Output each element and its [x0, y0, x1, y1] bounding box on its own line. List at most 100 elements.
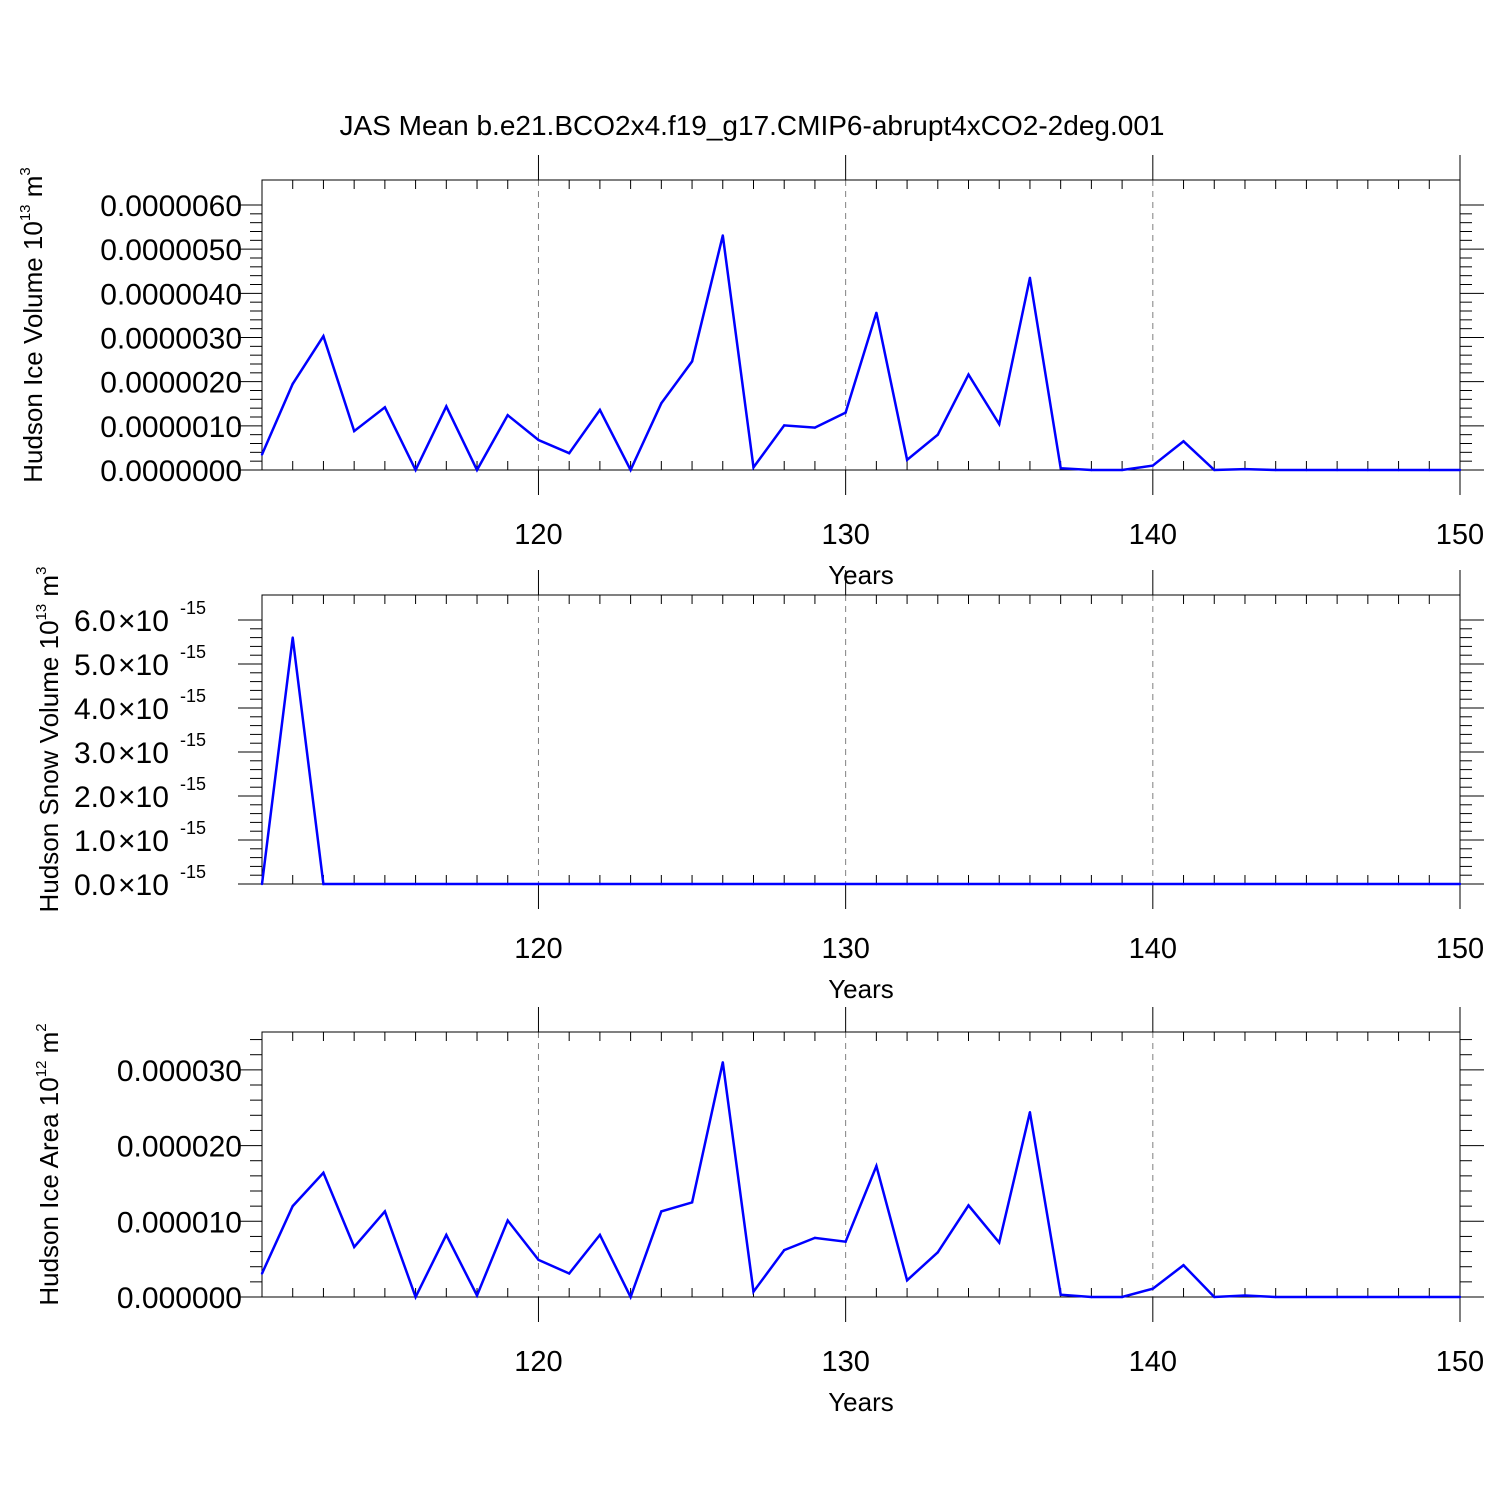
y-tick-label: 3.0 ×10 -15	[74, 730, 206, 770]
y-tick-label: 0.0000050	[100, 234, 242, 267]
data-point	[1182, 882, 1185, 886]
data-point	[936, 433, 939, 436]
data-point	[1090, 882, 1093, 886]
data-point	[291, 636, 294, 639]
data-point	[1213, 1295, 1216, 1299]
data-point	[352, 882, 356, 886]
y-tick-times: ×10	[118, 693, 169, 726]
data-point	[445, 405, 448, 408]
data-point	[475, 1294, 479, 1297]
data-point	[383, 882, 387, 886]
data-point	[1305, 1295, 1308, 1299]
data-point	[1120, 882, 1124, 886]
data-point	[875, 311, 878, 314]
y-tick-label: 0.000000	[117, 1282, 242, 1315]
data-point	[813, 882, 817, 886]
data-point	[690, 1201, 694, 1204]
data-point	[414, 468, 417, 472]
data-point	[1397, 882, 1400, 886]
data-point	[1120, 468, 1124, 472]
y-tick-label: 0.0000010	[100, 411, 242, 444]
x-tick-label: 130	[821, 1346, 869, 1378]
x-tick-label: 140	[1129, 1346, 1177, 1378]
data-point	[322, 1171, 325, 1175]
y-tick-label: 0.000020	[117, 1131, 242, 1164]
y-tick-mantissa: 4.0	[74, 693, 116, 726]
data-point	[1059, 467, 1062, 470]
data-point	[322, 334, 325, 338]
data-point	[1243, 882, 1247, 886]
y-tick-times: ×10	[118, 737, 169, 770]
y-tick-mantissa: 6.0	[74, 605, 116, 638]
x-tick-label: 150	[1436, 519, 1484, 551]
data-point	[721, 882, 724, 886]
y-axis-label: Hudson Snow Volume 1013 m3	[33, 567, 64, 913]
data-point	[260, 882, 264, 886]
data-point	[783, 424, 786, 427]
y-tick-exponent: -15	[180, 818, 206, 838]
data-point	[1243, 1294, 1247, 1297]
data-point	[475, 882, 479, 886]
y-tick-label: 0.000030	[117, 1055, 242, 1088]
data-point	[1028, 882, 1032, 886]
data-point	[1090, 1295, 1093, 1299]
data-point	[1151, 1287, 1155, 1290]
y-tick-label: 2.0 ×10 -15	[74, 774, 206, 814]
y-tick-exponent: -15	[180, 642, 206, 662]
y-tick-exponent: -15	[180, 730, 206, 750]
data-point	[1458, 882, 1462, 886]
x-tick-label: 140	[1129, 933, 1177, 965]
y-tick-label: 4.0 ×10 -15	[74, 686, 206, 726]
x-axis-label: Years	[828, 974, 894, 1004]
data-point	[537, 882, 540, 886]
y-tick-label: 0.0000000	[100, 455, 242, 488]
data-point	[291, 1204, 294, 1208]
data-point	[1428, 882, 1431, 886]
data-point	[1335, 468, 1339, 472]
data-point	[1213, 468, 1216, 472]
y-tick-label: 0.0000060	[100, 190, 242, 223]
data-point	[875, 1164, 878, 1168]
y-tick-exponent: -15	[180, 774, 206, 794]
data-point	[1366, 882, 1370, 886]
data-point	[690, 882, 694, 886]
data-point	[383, 406, 387, 409]
x-tick-label: 130	[821, 519, 869, 551]
x-axis-label: Years	[828, 560, 894, 590]
x-tick-label: 120	[514, 519, 562, 551]
series-line	[260, 235, 1460, 473]
y-tick-mantissa: 1.0	[74, 825, 116, 858]
data-point	[260, 453, 264, 456]
data-point	[1305, 882, 1308, 886]
y-tick-label: 1.0 ×10 -15	[74, 818, 206, 858]
y-tick-times: ×10	[118, 869, 169, 902]
data-point	[1120, 1295, 1124, 1299]
x-tick-label: 130	[821, 933, 869, 965]
y-tick-label: 5.0 ×10 -15	[74, 642, 206, 682]
data-point	[260, 1272, 264, 1275]
data-point	[537, 438, 540, 442]
data-point	[598, 882, 602, 886]
series-line	[260, 637, 1460, 886]
x-tick-label: 120	[514, 1346, 562, 1378]
data-point	[905, 458, 909, 462]
panel-1: 120 130 140 150 Years 0.0000000 0.0000010 0.000…	[17, 155, 1484, 590]
data-point	[1028, 1111, 1032, 1114]
data-point	[721, 1061, 724, 1064]
x-tick-label: 150	[1436, 933, 1484, 965]
data-point	[813, 426, 817, 429]
data-point	[752, 882, 755, 886]
y-tick-times: ×10	[118, 781, 169, 814]
y-axis-label: Hudson Ice Area 1012 m2	[33, 1023, 64, 1305]
y-tick-exponent: -15	[180, 598, 206, 618]
data-point	[567, 452, 571, 455]
data-point	[660, 402, 663, 405]
data-point	[1151, 464, 1155, 467]
data-point	[475, 468, 479, 472]
data-point	[445, 882, 448, 886]
y-tick-label: 0.0 ×10 -15	[74, 862, 206, 902]
data-point	[352, 429, 356, 433]
figure-title: JAS Mean b.e21.BCO2x4.f19_g17.CMIP6-abru…	[340, 110, 1165, 141]
data-point	[1428, 468, 1431, 472]
